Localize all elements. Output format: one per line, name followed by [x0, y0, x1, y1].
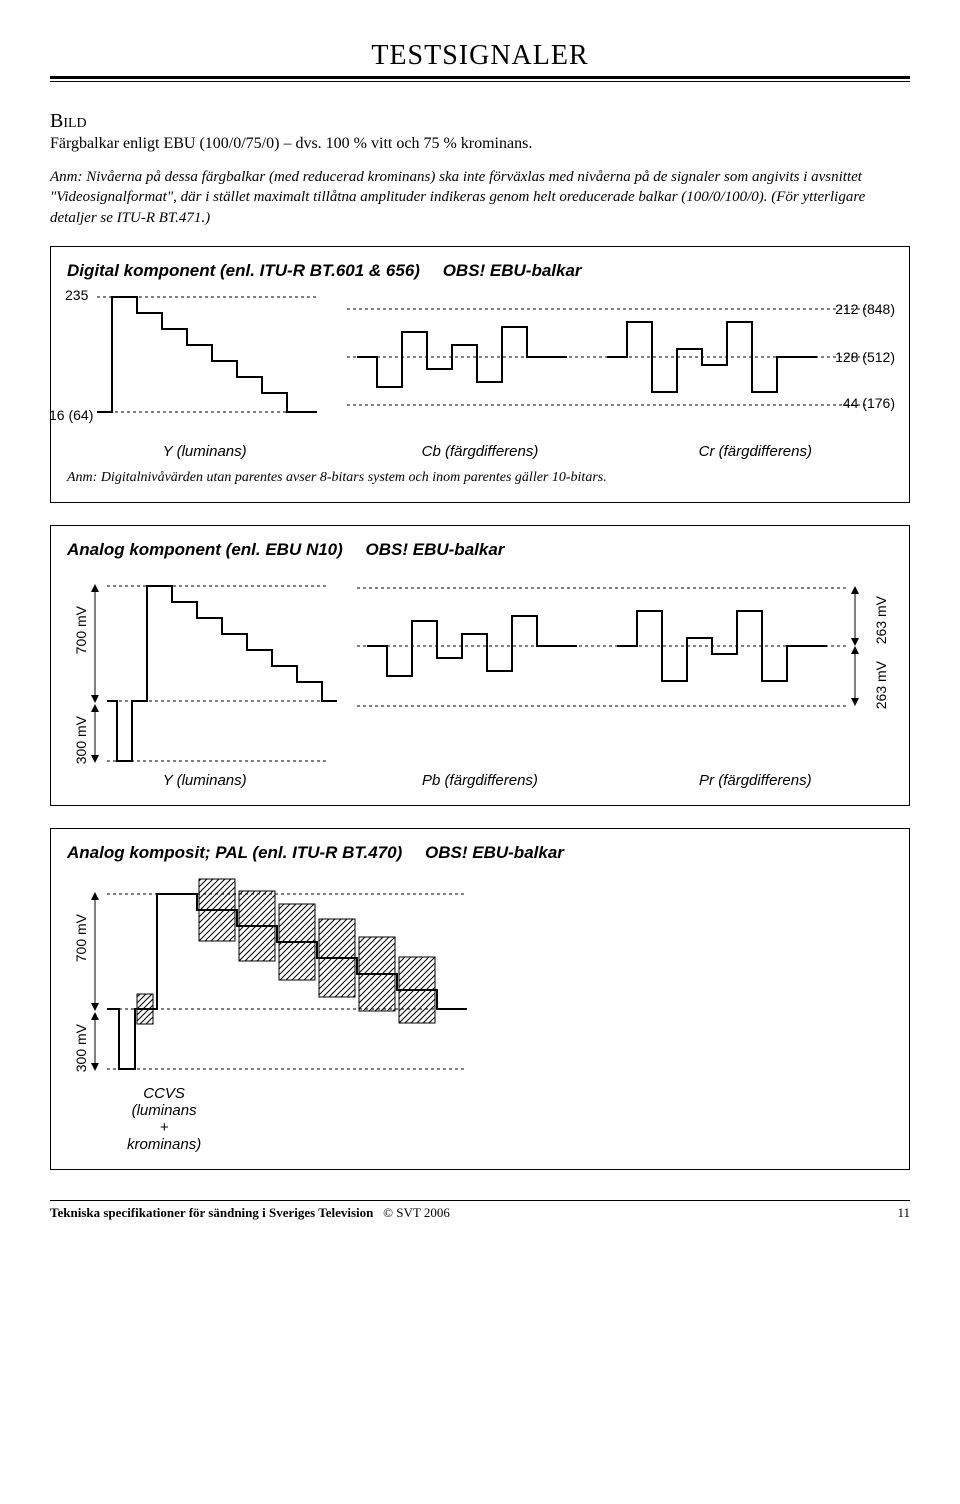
sig-cr: Cr (färgdifferens): [618, 443, 893, 460]
sig-pb: Pb (färgdifferens): [342, 772, 617, 789]
sig-y: Y (luminans): [67, 443, 342, 460]
label-16-64: 16 (64): [49, 407, 93, 423]
label-300mv: 300 mV: [73, 716, 89, 764]
panel-digital-title: Digital komponent (enl. ITU-R BT.601 & 6…: [67, 261, 893, 281]
title-rule: [50, 76, 910, 82]
panel1-obs: OBS! EBU-balkar: [443, 261, 582, 280]
footer-left: Tekniska specifikationer för sändning i …: [50, 1205, 450, 1221]
section-heading: Bild: [50, 110, 910, 133]
panel3-svg: [67, 869, 487, 1079]
page-footer: Tekniska specifikationer för sändning i …: [50, 1201, 910, 1221]
label-235: 235: [65, 287, 88, 303]
panel3-waveforms: 700 mV 300 mV: [67, 869, 893, 1079]
label-300mv-3: 300 mV: [73, 1024, 89, 1072]
panel-analog-composite: Analog komposit; PAL (enl. ITU-R BT.470)…: [50, 828, 910, 1170]
label-128: 128 (512): [835, 349, 895, 365]
label-212: 212 (848): [835, 301, 895, 317]
section-note: Anm: Nivåerna på dessa färgbalkar (med r…: [50, 167, 910, 228]
panel2-title: Analog komponent (enl. EBU N10) OBS! EBU…: [67, 540, 893, 560]
panel1-waveforms: 235 16 (64) 212 (848) 128 (512) 44 (176): [67, 287, 893, 437]
panel1-title-text: Digital komponent (enl. ITU-R BT.601 & 6…: [67, 261, 420, 280]
panel1-signal-labels: Y (luminans) Cb (färgdifferens) Cr (färg…: [67, 443, 893, 460]
panel3-title-text: Analog komposit; PAL (enl. ITU-R BT.470): [67, 843, 402, 862]
label-263mv-b: 263 mV: [873, 661, 889, 709]
panel2-waveforms: 700 mV 300 mV 263 mV 263 mV: [67, 566, 893, 766]
footer-doc-title: Tekniska specifikationer för sändning i …: [50, 1205, 373, 1220]
panel2-obs: OBS! EBU-balkar: [366, 540, 505, 559]
panel1-note: Anm: Digitalnivåvärden utan parentes avs…: [67, 470, 893, 486]
sig-cb: Cb (färgdifferens): [342, 443, 617, 460]
panel3-signal-labels: CCVS (luminans + krominans): [67, 1085, 893, 1153]
panel-analog-component: Analog komponent (enl. EBU N10) OBS! EBU…: [50, 525, 910, 806]
section-subtitle: Färgbalkar enligt EBU (100/0/75/0) – dvs…: [50, 135, 910, 153]
sig-ccvs: CCVS (luminans + krominans): [127, 1085, 201, 1153]
panel2-svg: [67, 566, 867, 766]
label-700mv-3: 700 mV: [73, 914, 89, 962]
panel1-svg: [67, 287, 867, 437]
label-700mv: 700 mV: [73, 606, 89, 654]
footer-copyright: © SVT 2006: [383, 1205, 450, 1220]
panel2-signal-labels: Y (luminans) Pb (färgdifferens) Pr (färg…: [67, 772, 893, 789]
sig-y2: Y (luminans): [67, 772, 342, 789]
page-title: TESTSIGNALER: [50, 40, 910, 72]
panel3-obs: OBS! EBU-balkar: [425, 843, 564, 862]
panel2-title-text: Analog komponent (enl. EBU N10): [67, 540, 343, 559]
footer-page-number: 11: [897, 1205, 910, 1221]
panel3-title: Analog komposit; PAL (enl. ITU-R BT.470)…: [67, 843, 893, 863]
label-44: 44 (176): [843, 395, 895, 411]
sig-pr: Pr (färgdifferens): [618, 772, 893, 789]
panel-digital: Digital komponent (enl. ITU-R BT.601 & 6…: [50, 246, 910, 503]
label-263mv-a: 263 mV: [873, 596, 889, 644]
